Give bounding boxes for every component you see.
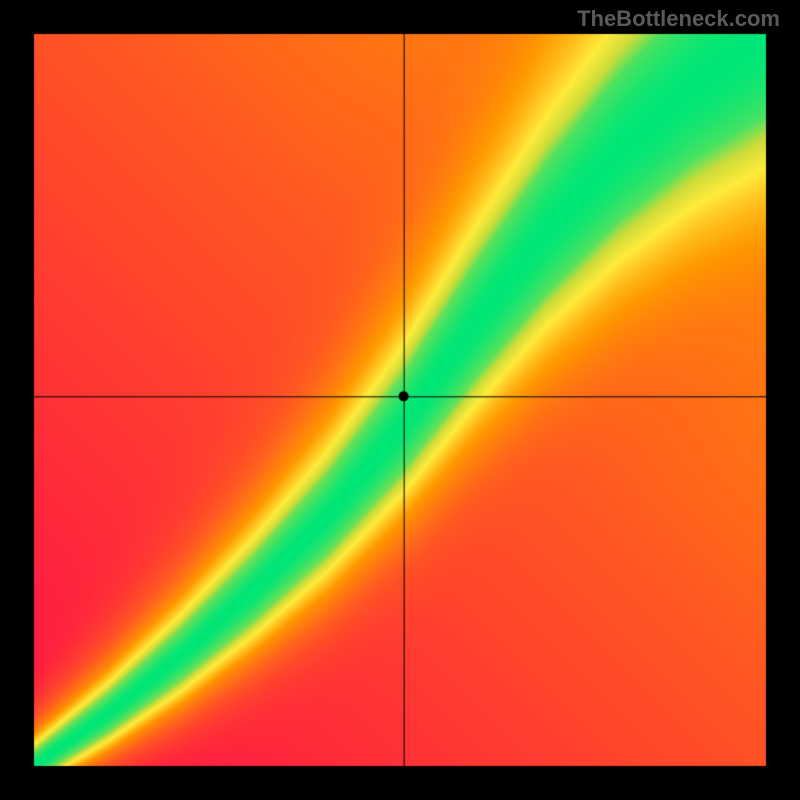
chart-container: TheBottleneck.com [0,0,800,800]
watermark-text: TheBottleneck.com [577,6,780,32]
heatmap-canvas [0,0,800,800]
